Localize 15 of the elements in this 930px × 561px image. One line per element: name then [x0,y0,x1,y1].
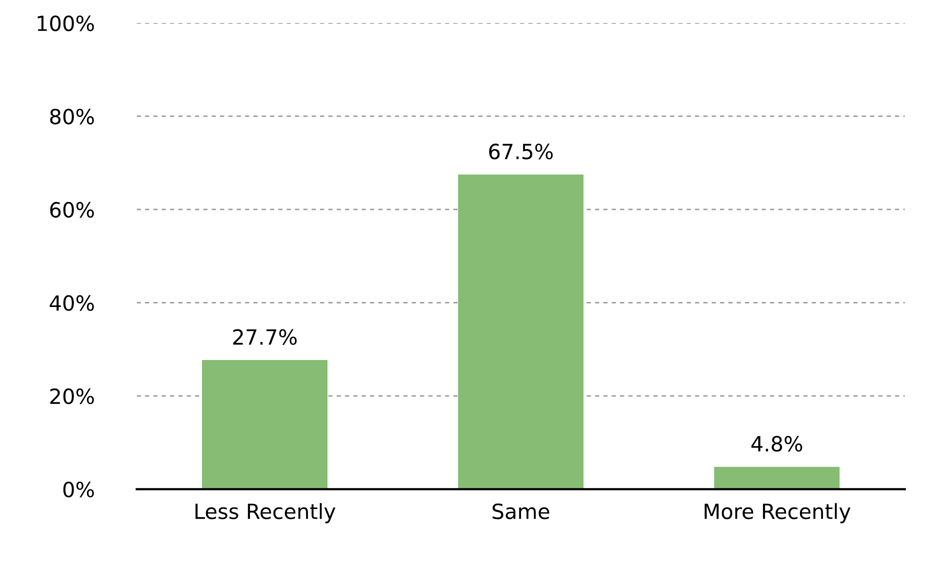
bar [458,174,584,490]
bar [202,360,328,490]
x-tick-label: Same [492,503,550,520]
y-tick-label: 20% [50,388,94,404]
data-label: 67.5% [489,144,553,160]
data-label: 4.8% [751,436,802,452]
x-tick-label: More Recently [704,503,850,524]
data-label: 27.7% [233,329,297,345]
y-tick-label: 100% [38,15,94,32]
x-tick-label: Less Recently [196,503,336,524]
y-tick-label: 0% [63,482,94,498]
y-tick-label: 40% [50,295,94,311]
y-tick-label: 80% [50,108,94,124]
bar [714,466,840,490]
y-tick-label: 60% [50,202,94,218]
